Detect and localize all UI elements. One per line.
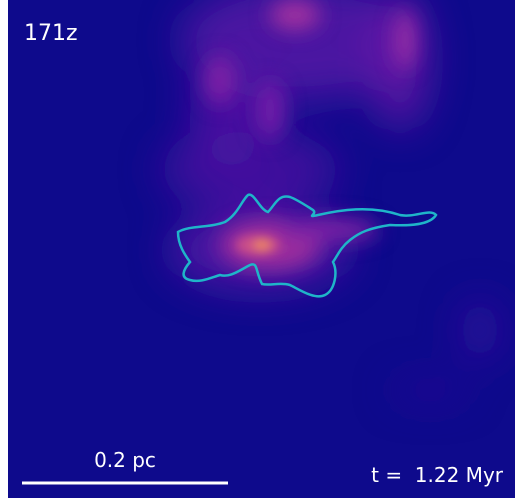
scale-bar-label: 0.2 pc: [94, 448, 156, 472]
panel-label: 171z: [24, 21, 78, 46]
time-label: t = 1.22 Myr: [371, 463, 504, 487]
density-map: [8, 0, 515, 498]
left-border: [0, 0, 8, 498]
contour: [176, 193, 438, 298]
core: [236, 235, 280, 255]
